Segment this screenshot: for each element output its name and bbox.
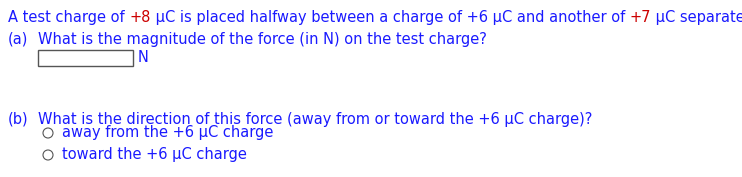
Text: +7: +7 xyxy=(629,10,651,25)
Text: N: N xyxy=(138,50,149,65)
Text: (a): (a) xyxy=(8,32,28,47)
Text: μC separated by: μC separated by xyxy=(651,10,742,25)
Text: What is the direction of this force (away from or toward the +6 μC charge)?: What is the direction of this force (awa… xyxy=(38,112,592,127)
Text: What is the magnitude of the force (in N) on the test charge?: What is the magnitude of the force (in N… xyxy=(38,32,487,47)
Text: toward the +6 μC charge: toward the +6 μC charge xyxy=(62,147,247,162)
Text: +8: +8 xyxy=(129,10,151,25)
Bar xyxy=(38,50,133,66)
Text: (b): (b) xyxy=(8,112,29,127)
Text: A test charge of: A test charge of xyxy=(8,10,129,25)
Text: away from the +6 μC charge: away from the +6 μC charge xyxy=(62,125,273,141)
Text: μC is placed halfway between a charge of +6 μC and another of: μC is placed halfway between a charge of… xyxy=(151,10,629,25)
